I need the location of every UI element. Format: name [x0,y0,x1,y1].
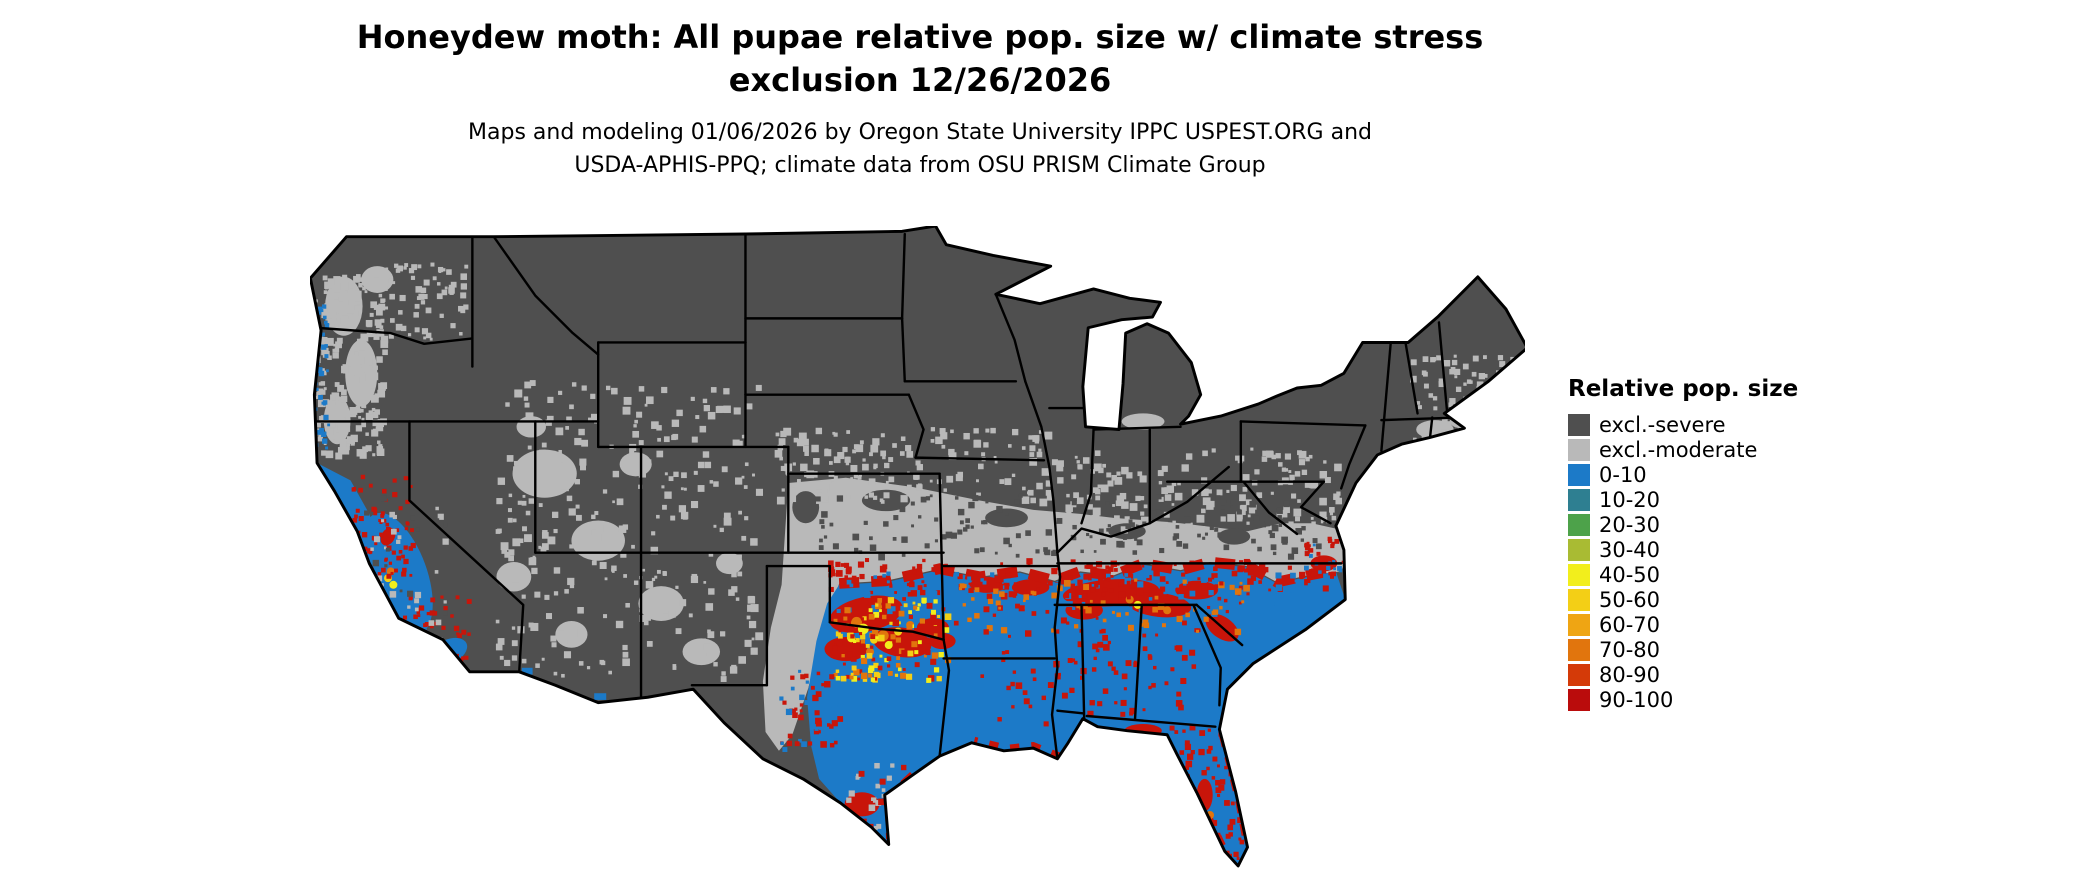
legend-row: 60-70 [1568,612,1798,637]
legend-row: 70-80 [1568,637,1798,662]
legend-label: 40-50 [1599,562,1661,587]
legend-label: 60-70 [1599,612,1661,637]
legend-label: 70-80 [1599,637,1661,662]
map-title-line2: exclusion 12/26/2026 [728,61,1112,99]
legend-row: 90-100 [1568,687,1798,712]
legend-swatch [1568,438,1590,461]
legend-label: 30-40 [1599,537,1661,562]
legend-row: 0-10 [1568,462,1798,487]
legend-row: 10-20 [1568,487,1798,512]
legend-row: 40-50 [1568,562,1798,587]
legend-swatch [1568,513,1590,536]
legend-row: 50-60 [1568,587,1798,612]
legend-label: 10-20 [1599,487,1661,512]
legend-label: excl.-severe [1599,412,1726,437]
legend: Relative pop. size excl.-severe excl.-mo… [1568,376,1798,712]
legend-row: 20-30 [1568,512,1798,537]
legend-items: excl.-severe excl.-moderate 0-10 10-20 2… [1568,412,1798,712]
header: Honeydew moth: All pupae relative pop. s… [0,16,1840,182]
map-area [308,224,1529,882]
legend-row: 80-90 [1568,662,1798,687]
legend-row: excl.-severe [1568,412,1798,437]
legend-title: Relative pop. size [1568,376,1799,402]
legend-label: 90-100 [1599,687,1674,712]
legend-label: 0-10 [1599,462,1647,487]
map-subtitle: Maps and modeling 01/06/2026 by Oregon S… [0,116,1840,182]
legend-swatch [1568,463,1590,486]
map-subtitle-line2: USDA-APHIS-PPQ; climate data from OSU PR… [574,153,1266,178]
legend-label: excl.-moderate [1599,437,1758,462]
legend-swatch [1568,688,1590,711]
legend-swatch [1568,663,1590,686]
moderate-exclusion-band [762,477,1348,751]
legend-swatch [1568,613,1590,636]
legend-swatch [1568,413,1590,436]
map-title-line1: Honeydew moth: All pupae relative pop. s… [356,18,1484,56]
legend-row: 30-40 [1568,537,1798,562]
legend-swatch [1568,638,1590,661]
legend-row: excl.-moderate [1568,437,1798,462]
legend-swatch [1568,488,1590,511]
legend-swatch [1568,538,1590,561]
us-choropleth-map [308,224,1529,868]
legend-swatch [1568,588,1590,611]
map-subtitle-line1: Maps and modeling 01/06/2026 by Oregon S… [468,120,1372,145]
legend-label: 20-30 [1599,512,1661,537]
state-borders [314,232,1463,761]
us-outline [308,224,1529,868]
legend-label: 80-90 [1599,662,1661,687]
legend-label: 50-60 [1599,587,1661,612]
legend-swatch [1568,563,1590,586]
